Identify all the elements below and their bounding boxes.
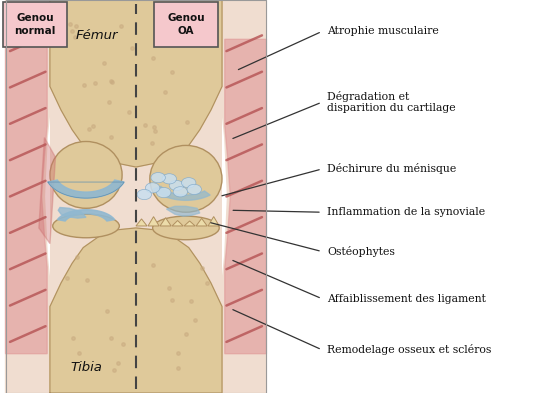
Text: Fémur: Fémur — [76, 29, 118, 42]
Text: Genou
OA: Genou OA — [167, 13, 205, 36]
Text: Tibia: Tibia — [70, 361, 102, 374]
Circle shape — [187, 184, 201, 195]
FancyBboxPatch shape — [3, 2, 67, 47]
Text: Déchirure du ménisque: Déchirure du ménisque — [327, 163, 457, 174]
Text: Dégradation et
disparition du cartilage: Dégradation et disparition du cartilage — [327, 91, 456, 114]
Polygon shape — [48, 180, 124, 198]
Circle shape — [181, 178, 196, 188]
Polygon shape — [57, 210, 115, 221]
Circle shape — [137, 189, 152, 200]
Text: Atrophie musculaire: Atrophie musculaire — [327, 26, 439, 37]
Polygon shape — [153, 186, 210, 200]
Circle shape — [151, 173, 165, 183]
Polygon shape — [196, 219, 207, 226]
Circle shape — [145, 183, 160, 193]
Polygon shape — [6, 39, 47, 354]
Circle shape — [162, 174, 176, 184]
Polygon shape — [148, 217, 159, 226]
Polygon shape — [172, 220, 183, 226]
Ellipse shape — [50, 141, 122, 208]
Polygon shape — [50, 0, 222, 167]
Ellipse shape — [150, 145, 222, 212]
Circle shape — [173, 187, 188, 197]
Polygon shape — [39, 138, 56, 244]
Circle shape — [157, 187, 171, 198]
Text: Ostéophytes: Ostéophytes — [327, 246, 395, 257]
FancyBboxPatch shape — [154, 2, 218, 47]
Polygon shape — [160, 218, 171, 226]
Polygon shape — [6, 0, 50, 393]
Polygon shape — [184, 221, 195, 226]
Text: Inflammation de la synoviale: Inflammation de la synoviale — [327, 207, 486, 217]
Ellipse shape — [53, 214, 119, 238]
Circle shape — [169, 180, 184, 191]
Text: Remodelage osseux et scléros: Remodelage osseux et scléros — [327, 344, 492, 355]
Polygon shape — [58, 208, 86, 218]
Polygon shape — [166, 206, 200, 216]
Polygon shape — [222, 0, 266, 393]
Text: Genou
normal: Genou normal — [14, 13, 56, 36]
Polygon shape — [50, 228, 222, 393]
Polygon shape — [225, 39, 266, 354]
Ellipse shape — [153, 216, 219, 240]
FancyBboxPatch shape — [50, 0, 222, 393]
Text: Affaiblissement des ligament: Affaiblissement des ligament — [327, 294, 486, 304]
Polygon shape — [208, 217, 219, 226]
Polygon shape — [136, 219, 147, 226]
